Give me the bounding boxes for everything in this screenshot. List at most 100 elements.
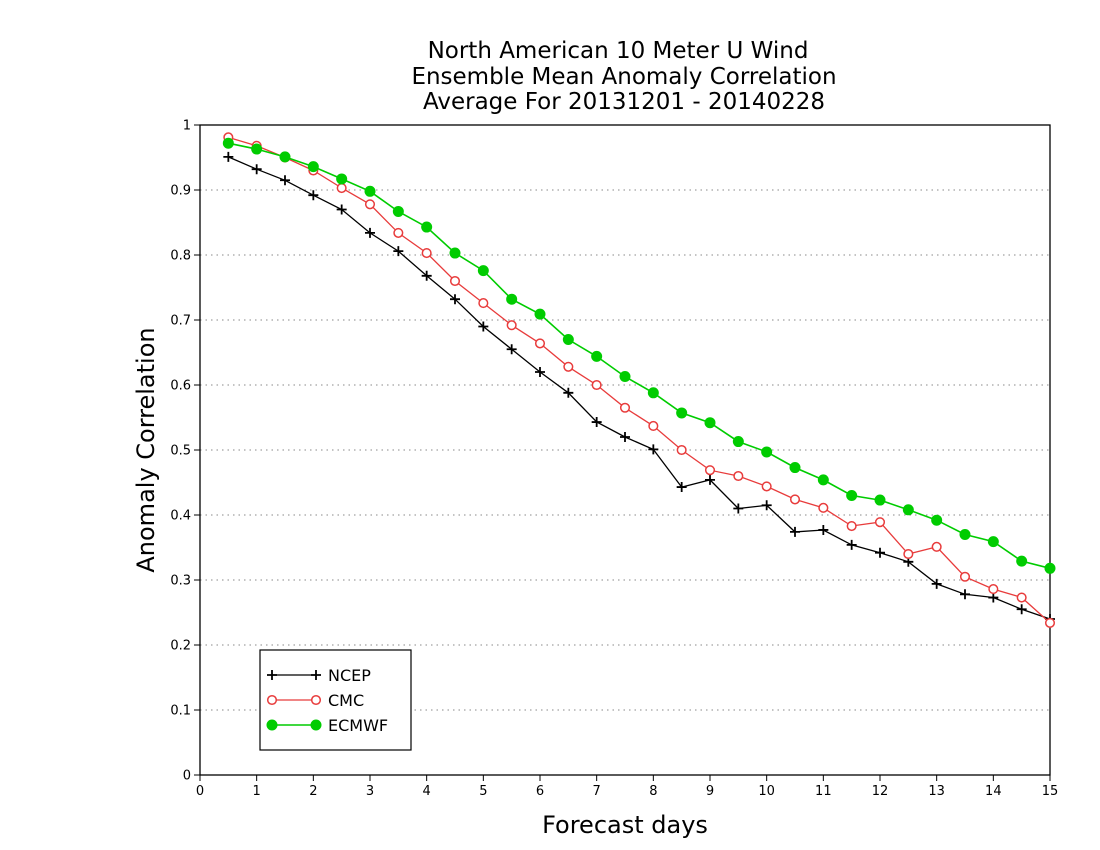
legend-entries: NCEP CMC ECMWF [266,666,388,735]
data-point-ncep [960,589,970,600]
data-point-ecmwf [562,334,574,345]
data-point-ncep [506,344,517,355]
data-point-ncep [761,500,772,511]
data-point-ecmwf [421,221,433,233]
data-point-ecmwf [279,151,291,163]
legend-entry-ncep: NCEP [267,666,371,685]
series-cmc [223,132,1056,628]
x-tick-label: 0 [196,784,204,799]
data-point-cmc [818,502,829,513]
data-point-ncep [563,387,574,398]
data-point-cmc [988,584,999,595]
series-group [222,132,1056,628]
x-tick-label: 4 [423,784,431,799]
data-point-cmc [676,444,687,456]
x-tick-label: 7 [593,784,601,799]
x-tick-label: 9 [706,784,714,799]
y-tick-label: 0.7 [170,314,191,329]
legend-marker-cmc [310,694,322,706]
data-point-ecmwf [761,446,773,458]
series-ecmwf [222,137,1056,574]
data-point-ecmwf [619,371,631,383]
series-line-ncep [228,156,1051,620]
data-point-ecmwf [336,173,348,185]
data-point-ncep [450,294,460,305]
y-tick-label: 1 [183,119,191,134]
data-point-ecmwf [251,143,263,155]
legend-entry-cmc: CMC [266,691,364,710]
legend-label-ecmwf: ECMWF [328,716,388,735]
y-tick-label: 0.3 [170,574,191,589]
data-point-ncep [705,474,715,485]
x-tick-label: 6 [536,784,544,799]
data-point-ncep [988,592,999,603]
y-tick-label: 0.6 [170,379,191,394]
data-point-cmc [478,298,489,309]
data-point-ncep [875,547,885,558]
legend-entry-ecmwf: ECMWF [266,716,388,735]
series-line-ecmwf [228,142,1051,570]
data-point-ecmwf [732,436,744,448]
series-ncep [223,151,1055,624]
data-point-ncep [790,526,800,537]
data-point-ncep [280,175,290,186]
data-point-cmc [1044,617,1056,628]
data-point-ecmwf [931,514,943,526]
data-point-cmc [761,481,772,492]
data-point-ecmwf [392,205,404,217]
data-point-cmc [534,338,546,349]
x-tick-label: 1 [253,784,261,799]
legend-marker-ecmwf [266,719,278,731]
data-point-ecmwf [817,474,829,486]
data-point-ncep [535,367,545,377]
data-point-ecmwf [222,137,234,149]
data-point-ecmwf [534,308,546,320]
data-point-ecmwf [959,529,971,540]
data-point-ncep [365,227,375,238]
title-line-1: North American 10 Meter U Wind [428,38,809,64]
x-axis-label: Forecast days [542,811,708,839]
x-tick-label: 11 [815,784,832,799]
data-point-ncep [308,190,319,201]
data-point-ecmwf [647,387,659,399]
data-point-cmc [1016,592,1027,603]
data-point-ncep [620,432,630,442]
x-tick-label: 5 [479,784,487,799]
axis-ticks: 00.10.20.30.40.50.60.70.80.910 1 2 3 4 5 6 7 8 9 1… [170,119,1058,800]
data-point-ncep [733,503,744,514]
data-point-ecmwf [477,265,489,277]
x-tick-label: 15 [1042,784,1059,799]
data-point-ncep [223,151,234,162]
data-point-ecmwf [1016,555,1028,567]
data-point-ecmwf [676,407,688,419]
data-point-ecmwf [307,161,319,173]
data-point-ncep [818,524,829,535]
data-point-ecmwf [846,490,858,501]
data-point-cmc [421,248,432,259]
data-point-ncep [421,270,432,281]
data-point-ecmwf [874,494,886,506]
data-point-ecmwf [902,504,914,516]
data-point-cmc [449,275,461,287]
data-point-ncep [648,444,659,455]
data-point-cmc [846,521,857,532]
data-point-cmc [506,320,517,331]
data-point-cmc [393,227,404,238]
data-point-cmc [704,465,716,476]
data-point-ncep [478,321,489,332]
data-point-ecmwf [987,536,999,548]
data-point-ecmwf [789,462,801,474]
data-point-cmc [959,571,971,582]
data-point-cmc [733,470,744,482]
data-point-ecmwf [449,247,461,259]
title-line-3: Average For 20131201 - 20140228 [423,89,825,115]
legend-marker-ecmwf [310,719,322,731]
data-point-ncep [591,417,602,428]
data-point-ncep [251,164,262,175]
data-point-cmc [619,402,631,413]
data-point-ecmwf [704,417,716,429]
data-point-cmc [648,420,659,432]
data-point-ecmwf [506,293,518,305]
y-tick-label: 0.2 [170,639,191,654]
y-tick-label: 0 [183,769,191,784]
